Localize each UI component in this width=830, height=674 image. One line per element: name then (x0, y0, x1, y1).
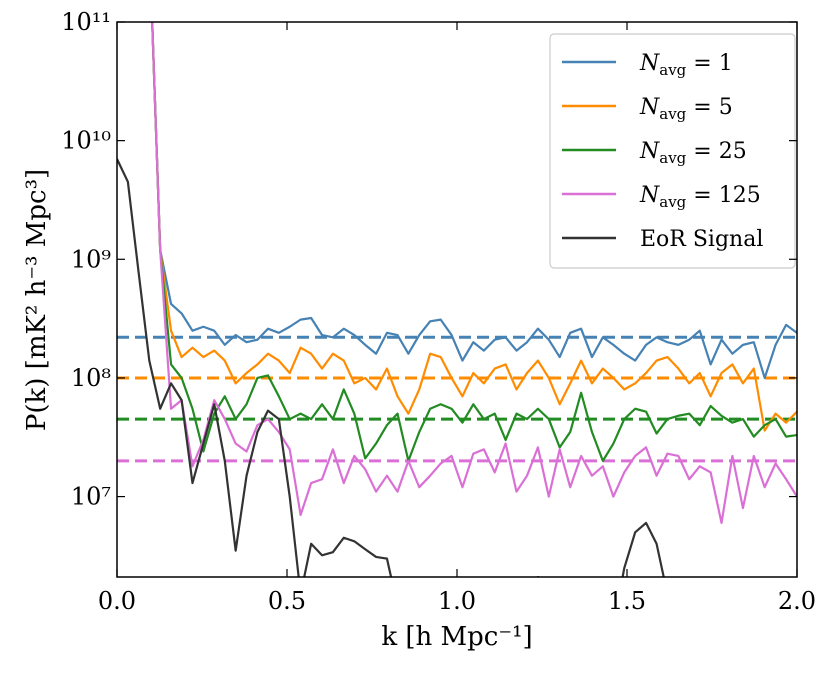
x-axis-label: k [h Mpc⁻¹] (381, 622, 532, 652)
y-tick-label: 10⁹ (71, 245, 112, 273)
legend-label: Navg = 125 (639, 183, 761, 211)
y-tick-label: 10⁷ (71, 483, 111, 511)
series-line (151, 22, 797, 380)
y-tick-label: 10¹¹ (61, 8, 111, 36)
series-line (117, 158, 665, 577)
legend-label: Navg = 1 (639, 51, 733, 79)
legend-label: Navg = 5 (639, 95, 733, 123)
legend-box (549, 33, 796, 269)
x-tick-label: 2.0 (778, 587, 816, 615)
series-line (151, 22, 797, 432)
legend: Navg = 1 Navg = 5 Navg = 25 Navg = 125 EoR S… (549, 33, 796, 269)
legend-label: EoR Signal (640, 227, 763, 252)
y-tick-label: 10¹⁰ (61, 127, 111, 155)
series-line (151, 22, 797, 462)
legend-label: Navg = 25 (639, 139, 747, 167)
series-line (151, 22, 797, 525)
plot-area (117, 22, 797, 577)
x-tick-label: 0.0 (98, 587, 136, 615)
x-tick-label: 1.5 (608, 587, 646, 615)
x-tick-label: 0.5 (268, 587, 306, 615)
y-tick-label: 10⁸ (71, 364, 111, 392)
x-tick-label: 1.0 (438, 587, 476, 615)
y-axis-label: P(k) [mK² h⁻³ Mpc³] (22, 169, 52, 431)
